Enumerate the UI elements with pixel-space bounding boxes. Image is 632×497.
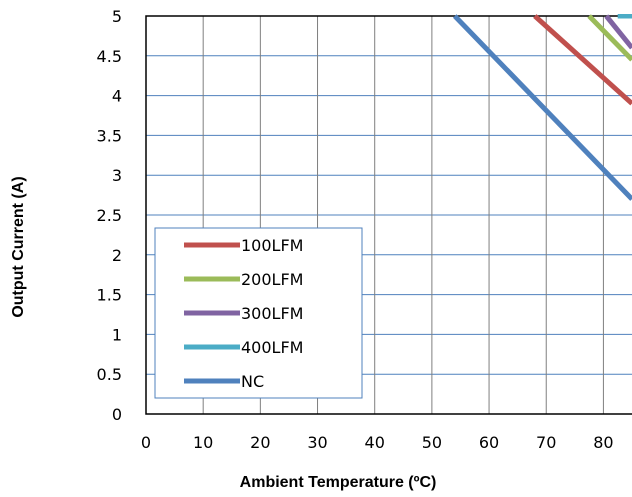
x-tick-label: 60: [479, 433, 499, 452]
y-tick-label: 3: [112, 166, 122, 185]
x-tick-label: 50: [422, 433, 442, 452]
y-tick-label: 5: [112, 7, 122, 26]
legend-label: 400LFM: [241, 338, 303, 357]
tick-labels: 00.511.522.533.544.550 10 20 30 40 50 60 70 80: [97, 7, 614, 452]
x-tick-label: 30: [307, 433, 327, 452]
y-tick-label: 4.5: [97, 47, 122, 66]
legend-label: 300LFM: [241, 304, 303, 323]
y-tick-label: 2.5: [97, 206, 122, 225]
chart-legend: 100LFM 200LFM 300LFM 400LFM NC: [154, 227, 363, 399]
x-axis-title: Ambient Temperature (ºC): [240, 474, 437, 491]
x-tick-label: 40: [365, 433, 385, 452]
plot-frame: [145, 15, 632, 415]
y-tick-label: 0: [112, 405, 122, 424]
series-line-300lfm: [604, 14, 632, 50]
y-tick-label: 1.5: [97, 286, 122, 305]
x-tick-label: 10: [193, 433, 213, 452]
y-tick-label: 1: [112, 325, 122, 344]
series-line-200lfm: [587, 14, 632, 62]
y-tick-label: 4: [112, 87, 122, 106]
series-lines: [452, 14, 632, 201]
legend-label: 100LFM: [241, 236, 303, 255]
legend-label: 200LFM: [241, 270, 303, 289]
x-tick-label: 0: [141, 433, 151, 452]
x-tick-label: 80: [593, 433, 613, 452]
y-tick-label: 3.5: [97, 126, 122, 145]
series-line-nc: [452, 14, 632, 201]
y-axis-title: Output Current (A): [10, 176, 27, 317]
series-line-100lfm: [533, 14, 632, 106]
x-tick-label: 20: [250, 433, 270, 452]
legend-label: NC: [241, 372, 264, 391]
y-tick-label: 0.5: [97, 365, 122, 384]
x-tick-label: 70: [536, 433, 556, 452]
y-tick-label: 2: [112, 246, 122, 265]
